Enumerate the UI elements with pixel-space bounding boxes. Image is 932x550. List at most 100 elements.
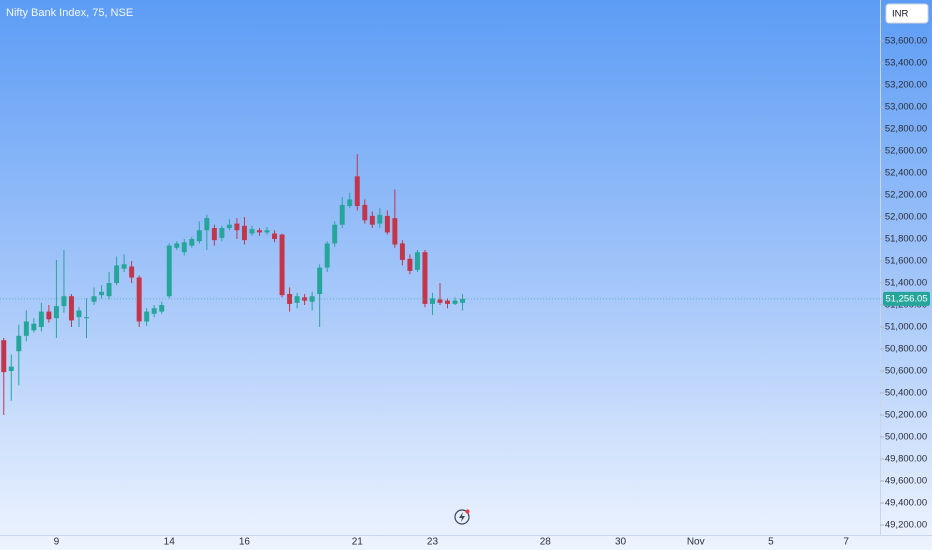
replay-icon-bolt[interactable] <box>459 512 465 522</box>
candle-body <box>369 215 375 225</box>
candle-body <box>264 230 270 233</box>
candle-body <box>159 305 165 312</box>
x-tick-label: 23 <box>427 537 439 548</box>
candle-body <box>332 224 338 244</box>
y-tick-label: 53,600.00 <box>885 36 927 47</box>
y-tick-label: 51,000.00 <box>885 322 927 333</box>
x-tick-label: 5 <box>768 537 774 548</box>
candle-body <box>84 317 89 319</box>
candle-body <box>226 224 232 229</box>
candle-body <box>294 296 300 303</box>
y-tick-label: 53,000.00 <box>885 102 927 113</box>
replay-icon-ring[interactable] <box>454 509 470 525</box>
candle-body <box>384 215 390 233</box>
candle-body <box>16 335 22 352</box>
candle-body <box>151 308 157 314</box>
x-tick-label: 14 <box>164 537 176 548</box>
y-tick-label: 50,200.00 <box>885 410 927 421</box>
x-tick-label: Nov <box>687 537 705 548</box>
currency-button[interactable]: INR <box>885 3 929 24</box>
candle-body <box>249 229 255 234</box>
y-tick-label: 53,400.00 <box>885 58 927 69</box>
candle-body <box>196 230 202 242</box>
candle-body <box>8 366 14 372</box>
y-tick-label: 51,600.00 <box>885 256 927 267</box>
candle-body <box>99 291 105 296</box>
candle-body <box>414 252 420 270</box>
y-tick-label: 49,400.00 <box>885 498 927 509</box>
candle-body <box>422 252 428 304</box>
candle-body <box>234 223 240 231</box>
x-tick-label: 28 <box>540 537 552 548</box>
candle-body <box>272 233 278 240</box>
candle-body <box>91 296 97 302</box>
y-tick-label: 49,800.00 <box>885 454 927 465</box>
candle-body <box>347 199 353 207</box>
candle-body <box>241 225 247 241</box>
y-tick-label: 50,400.00 <box>885 388 927 399</box>
x-tick-label: 21 <box>352 537 364 548</box>
last-price-badge <box>883 291 930 306</box>
candle-body <box>46 311 52 320</box>
candle-body <box>362 204 368 221</box>
y-tick-label: 50,000.00 <box>885 432 927 443</box>
candle-body <box>287 294 293 304</box>
candle-body <box>76 310 82 318</box>
last-price-label: 51,256.05 <box>885 293 927 304</box>
y-tick-label: 52,800.00 <box>885 124 927 135</box>
candle-body <box>429 298 435 304</box>
candle-body <box>339 204 345 225</box>
x-tick-label: 9 <box>54 537 60 548</box>
candle-body <box>23 321 29 336</box>
candle-body <box>136 277 142 322</box>
candle-body <box>302 297 308 301</box>
candle-body <box>279 234 285 296</box>
candle-body <box>392 218 398 245</box>
x-tick-label: 7 <box>843 537 849 548</box>
candle-body <box>114 265 120 284</box>
candle-body <box>31 323 37 331</box>
candle-body <box>324 243 330 268</box>
candle-body <box>399 243 405 260</box>
candle-body <box>460 298 466 303</box>
candle-body <box>174 243 180 248</box>
y-tick-label: 52,200.00 <box>885 190 927 201</box>
candle-body <box>211 228 217 241</box>
x-tick-label: 30 <box>615 537 627 548</box>
candle-body <box>1 340 7 373</box>
candle-body <box>61 296 67 307</box>
replay-icon[interactable] <box>454 509 470 525</box>
y-tick-label: 53,200.00 <box>885 80 927 91</box>
candle-body <box>144 311 150 322</box>
x-tick-label: 16 <box>239 537 251 548</box>
candle-body <box>407 258 413 271</box>
candle-body <box>38 311 44 328</box>
y-tick-label: 52,000.00 <box>885 212 927 223</box>
candle-body <box>189 239 195 246</box>
candle-body <box>106 283 112 297</box>
candle-body <box>204 218 210 231</box>
candle-body <box>181 242 187 253</box>
candle-body <box>317 267 323 295</box>
candle-body <box>437 299 443 303</box>
candle-body <box>121 264 127 269</box>
currency-button-bg[interactable] <box>885 3 929 24</box>
y-tick-label: 49,600.00 <box>885 476 927 487</box>
y-tick-label: 50,800.00 <box>885 344 927 355</box>
candle-body <box>377 214 383 224</box>
candle-body <box>354 176 360 207</box>
candle-body <box>445 300 451 304</box>
candle-body <box>68 296 74 321</box>
candle-body <box>452 300 458 304</box>
y-tick-label: 49,200.00 <box>885 520 927 531</box>
y-tick-label: 50,600.00 <box>885 366 927 377</box>
currency-label[interactable]: INR <box>892 9 909 20</box>
y-tick-label: 51,800.00 <box>885 234 927 245</box>
y-tick-label: 52,600.00 <box>885 146 927 157</box>
y-tick-label: 51,400.00 <box>885 278 927 289</box>
candle-body <box>257 230 262 233</box>
candle-body <box>219 228 225 238</box>
replay-icon-dot[interactable] <box>465 509 470 514</box>
